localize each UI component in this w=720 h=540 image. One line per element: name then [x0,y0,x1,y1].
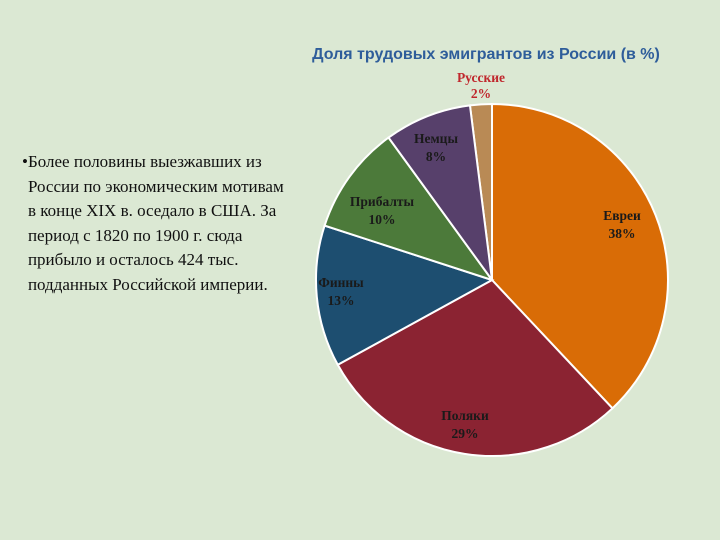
pie-slice-2 [491,102,669,410]
slice-value-label: 8% [426,149,446,164]
pie-slice-5 [323,136,495,282]
slice-name-label: Финны [318,275,364,290]
slice-value-label: 2% [471,86,491,101]
bullet-item: • Более половины выезжавших из России по… [22,150,284,297]
bullet-marker: • [22,152,28,171]
slice-value-label: 38% [609,226,636,241]
slice-value-label: 13% [328,293,355,308]
pie-slice-3 [336,278,614,457]
slice-name-label: Поляки [441,408,489,423]
slice-value-label: 29% [452,426,479,441]
slice-name-label: Немцы [414,131,458,146]
pie-slice-4 [315,224,495,367]
bullet-text: Более половины выезжавших из России по э… [27,152,284,294]
pie-slice-6 [387,104,493,281]
chart-title: Доля трудовых эмигрантов из России (в %) [312,46,660,63]
slice-name-label: Прибалты [350,194,415,209]
slice-name-label: Евреи [603,208,641,223]
slice-value-label: 10% [369,212,396,227]
slice-name-label: Русские [457,70,505,85]
